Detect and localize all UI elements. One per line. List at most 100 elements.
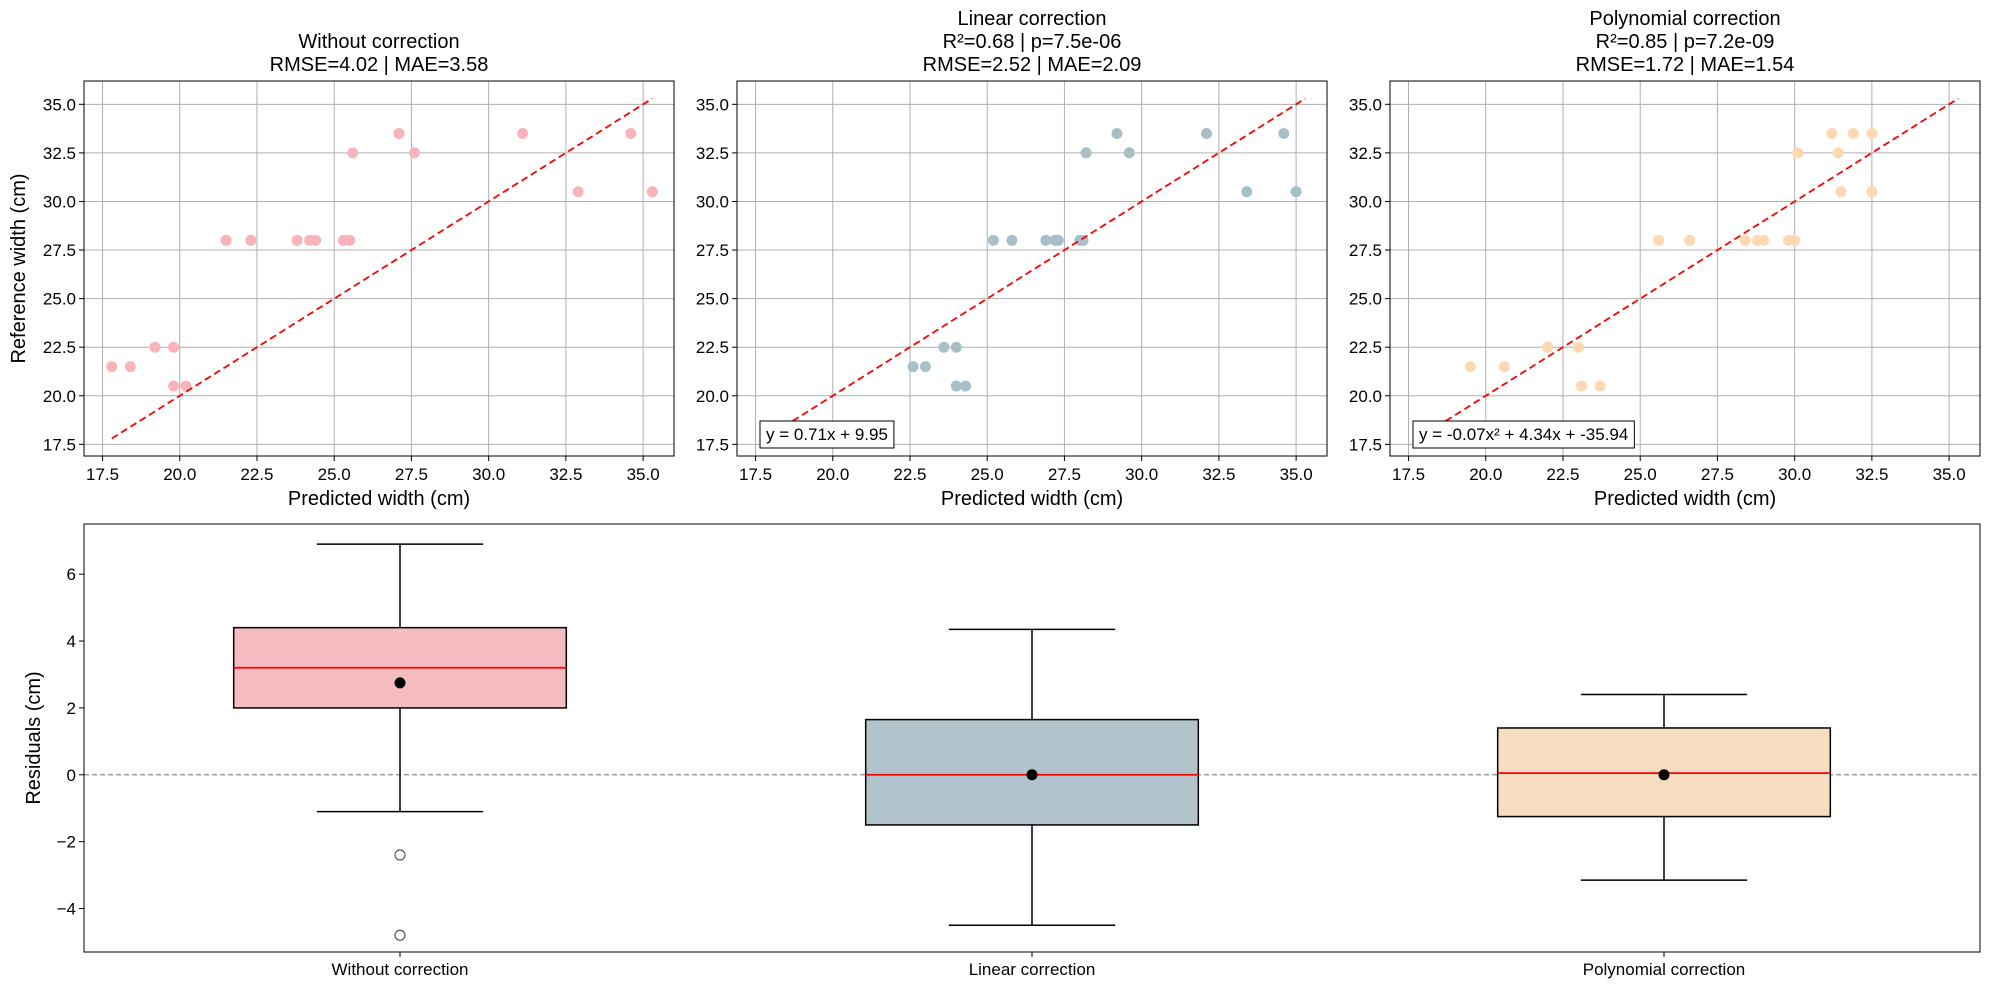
data-point xyxy=(950,380,962,392)
data-point xyxy=(907,361,919,373)
x-tick-label: 20.0 xyxy=(816,465,849,484)
panel-title: Without correction xyxy=(298,31,459,53)
x-tick-label: 25.0 xyxy=(971,465,1004,484)
x-tick-label: 22.5 xyxy=(893,465,926,484)
y-tick-label: 20.0 xyxy=(1349,387,1382,406)
data-point xyxy=(310,234,322,246)
identity-reference-line xyxy=(1417,97,1959,440)
y-tick-label: 35.0 xyxy=(43,95,76,114)
data-point xyxy=(1111,127,1123,139)
mean-marker xyxy=(1026,769,1038,781)
x-tick-label: 17.5 xyxy=(739,465,772,484)
x-tick-label: 25.0 xyxy=(1624,465,1657,484)
y-tick-label: −4 xyxy=(57,900,76,919)
x-tick-label: 35.0 xyxy=(1933,465,1966,484)
y-tick-label: 32.5 xyxy=(1349,144,1382,163)
x-tick-label: 27.5 xyxy=(395,465,428,484)
mean-marker xyxy=(394,677,406,689)
data-point xyxy=(938,341,950,353)
data-point xyxy=(1123,147,1135,159)
data-point xyxy=(347,147,359,159)
y-tick-label: 22.5 xyxy=(43,338,76,357)
y-tick-label: 30.0 xyxy=(696,192,729,211)
data-point xyxy=(1278,127,1290,139)
x-tick-label: 32.5 xyxy=(1855,465,1888,484)
data-point xyxy=(291,234,303,246)
mean-marker xyxy=(1658,769,1670,781)
data-point xyxy=(1464,361,1476,373)
panel-metrics: RMSE=1.72 | MAE=1.54 xyxy=(1576,54,1795,76)
x-tick-label: 17.5 xyxy=(1392,465,1425,484)
data-point xyxy=(1290,186,1302,198)
y-tick-label: 25.0 xyxy=(1349,290,1382,309)
x-tick-label: 20.0 xyxy=(1469,465,1502,484)
data-point xyxy=(1739,234,1751,246)
x-tick-label: 25.0 xyxy=(318,465,351,484)
y-tick-label: 35.0 xyxy=(1349,95,1382,114)
fit-equation-label: y = 0.71x + 9.95 xyxy=(766,425,888,444)
y-tick-label: 0 xyxy=(67,766,76,785)
x-tick-label: 20.0 xyxy=(163,465,196,484)
data-point xyxy=(1653,234,1665,246)
identity-reference-line xyxy=(764,97,1306,440)
data-point xyxy=(1826,127,1838,139)
y-tick-label: 25.0 xyxy=(43,290,76,309)
y-tick-label: 2 xyxy=(67,699,76,718)
panel-title: Linear correction xyxy=(958,8,1107,30)
x-axis-label: Predicted width (cm) xyxy=(288,488,470,510)
scatter-panel-linear-correction: 17.5 20.0 22.5 25.0 27.5 30.0 32.5 35.0 17.5 20.0… xyxy=(696,8,1328,510)
plot-frame xyxy=(83,523,1981,953)
y-tick-label: 20.0 xyxy=(696,387,729,406)
y-tick-label: 4 xyxy=(67,632,76,651)
y-tick-label: 35.0 xyxy=(696,95,729,114)
data-point xyxy=(245,234,257,246)
data-point xyxy=(180,380,192,392)
y-tick-label: 32.5 xyxy=(696,144,729,163)
y-tick-label: 20.0 xyxy=(43,387,76,406)
x-tick-label: Linear correction xyxy=(969,960,1096,979)
data-point xyxy=(1201,127,1213,139)
data-point xyxy=(960,380,972,392)
data-point xyxy=(1789,234,1801,246)
x-tick-label: 30.0 xyxy=(1125,465,1158,484)
outlier-point xyxy=(394,929,406,941)
data-point xyxy=(1835,186,1847,198)
data-point xyxy=(1866,127,1878,139)
panel-subtitle: R²=0.85 | p=7.2e-09 xyxy=(1596,31,1775,53)
data-point xyxy=(1792,147,1804,159)
y-tick-label: −2 xyxy=(57,833,76,852)
y-tick-label: 22.5 xyxy=(1349,338,1382,357)
y-tick-label: 17.5 xyxy=(696,435,729,454)
data-point xyxy=(1832,147,1844,159)
data-point xyxy=(1572,341,1584,353)
scatter-panel-polynomial-correction: 17.5 20.0 22.5 25.0 27.5 30.0 32.5 35.0 17.5 20.0… xyxy=(1349,8,1981,510)
plot-frame xyxy=(83,80,675,457)
data-point xyxy=(1866,186,1878,198)
data-point xyxy=(168,380,180,392)
x-tick-label: Without correction xyxy=(332,960,469,979)
x-axis-label: Predicted width (cm) xyxy=(1594,488,1776,510)
x-tick-label: 35.0 xyxy=(627,465,660,484)
y-tick-label: 27.5 xyxy=(696,241,729,260)
x-tick-label: 27.5 xyxy=(1701,465,1734,484)
panel-title: Polynomial correction xyxy=(1589,8,1780,30)
data-point xyxy=(950,341,962,353)
data-point xyxy=(517,127,529,139)
x-tick-label: 30.0 xyxy=(1778,465,1811,484)
y-tick-label: 17.5 xyxy=(1349,435,1382,454)
data-point xyxy=(1498,361,1510,373)
data-point xyxy=(1080,147,1092,159)
data-point xyxy=(409,147,421,159)
panel-subtitle: RMSE=4.02 | MAE=3.58 xyxy=(270,54,489,76)
data-point xyxy=(1758,234,1770,246)
data-point xyxy=(220,234,232,246)
data-point xyxy=(1040,234,1052,246)
data-point xyxy=(625,127,637,139)
y-tick-label: 27.5 xyxy=(43,241,76,260)
x-tick-label: 35.0 xyxy=(1280,465,1313,484)
y-tick-label: 30.0 xyxy=(1349,192,1382,211)
plot-frame xyxy=(1389,80,1981,457)
y-axis-label: Reference width (cm) xyxy=(8,173,30,363)
y-axis-label: Residuals (cm) xyxy=(23,671,45,804)
x-tick-label: 22.5 xyxy=(1546,465,1579,484)
